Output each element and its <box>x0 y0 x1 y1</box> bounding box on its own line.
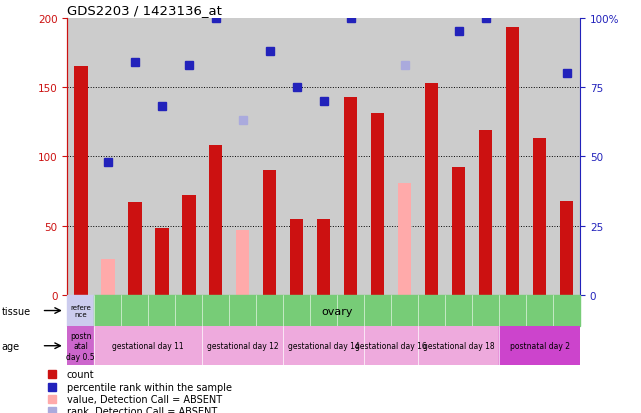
Bar <box>317 219 331 295</box>
Bar <box>371 114 385 295</box>
Bar <box>452 168 465 295</box>
Text: ovary: ovary <box>321 306 353 316</box>
Bar <box>479 131 492 295</box>
Bar <box>283 326 364 366</box>
Bar <box>67 326 94 366</box>
Text: GDS2203 / 1423136_at: GDS2203 / 1423136_at <box>67 4 222 17</box>
Bar <box>506 28 519 295</box>
Bar <box>398 183 412 295</box>
Text: postnatal day 2: postnatal day 2 <box>510 342 570 350</box>
Text: percentile rank within the sample: percentile rank within the sample <box>67 382 232 392</box>
Bar <box>499 326 580 366</box>
Text: rank, Detection Call = ABSENT: rank, Detection Call = ABSENT <box>67 406 217 413</box>
Text: value, Detection Call = ABSENT: value, Detection Call = ABSENT <box>67 394 222 404</box>
Bar <box>94 326 203 366</box>
Text: tissue: tissue <box>1 306 30 316</box>
Text: age: age <box>1 341 19 351</box>
Text: refere
nce: refere nce <box>71 304 91 317</box>
Text: gestational day 18: gestational day 18 <box>423 342 494 350</box>
Text: gestational day 12: gestational day 12 <box>207 342 279 350</box>
Bar <box>364 326 418 366</box>
Bar <box>101 259 115 295</box>
Bar <box>418 326 499 366</box>
Bar <box>263 171 276 295</box>
Bar <box>236 230 249 295</box>
Text: postn
atal
day 0.5: postn atal day 0.5 <box>67 331 95 361</box>
Bar <box>533 139 546 295</box>
Text: gestational day 16: gestational day 16 <box>355 342 427 350</box>
Text: gestational day 11: gestational day 11 <box>112 342 184 350</box>
Bar <box>203 326 283 366</box>
Text: count: count <box>67 369 94 379</box>
Bar <box>182 196 196 295</box>
Bar <box>344 97 358 295</box>
Bar <box>425 83 438 295</box>
Bar <box>155 229 169 295</box>
Bar <box>74 67 88 295</box>
Bar <box>128 203 142 295</box>
Bar <box>209 146 222 295</box>
Bar <box>67 295 94 326</box>
Text: gestational day 14: gestational day 14 <box>288 342 360 350</box>
Bar <box>290 219 303 295</box>
Bar <box>560 201 573 295</box>
